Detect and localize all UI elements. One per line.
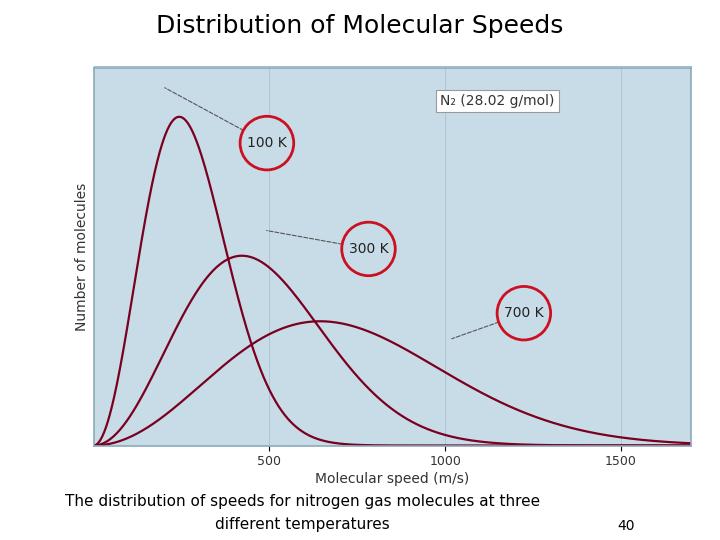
Y-axis label: Number of molecules: Number of molecules [76, 183, 89, 330]
X-axis label: Molecular speed (m/s): Molecular speed (m/s) [315, 472, 469, 487]
Text: 40: 40 [618, 519, 635, 534]
Text: different temperatures: different temperatures [215, 517, 390, 532]
Text: The distribution of speeds for nitrogen gas molecules at three: The distribution of speeds for nitrogen … [65, 494, 540, 509]
Text: 300 K: 300 K [348, 242, 388, 256]
Text: Distribution of Molecular Speeds: Distribution of Molecular Speeds [156, 14, 564, 37]
Text: 100 K: 100 K [247, 136, 287, 150]
Text: N₂ (28.02 g/mol): N₂ (28.02 g/mol) [440, 94, 554, 108]
Text: 700 K: 700 K [504, 306, 544, 320]
